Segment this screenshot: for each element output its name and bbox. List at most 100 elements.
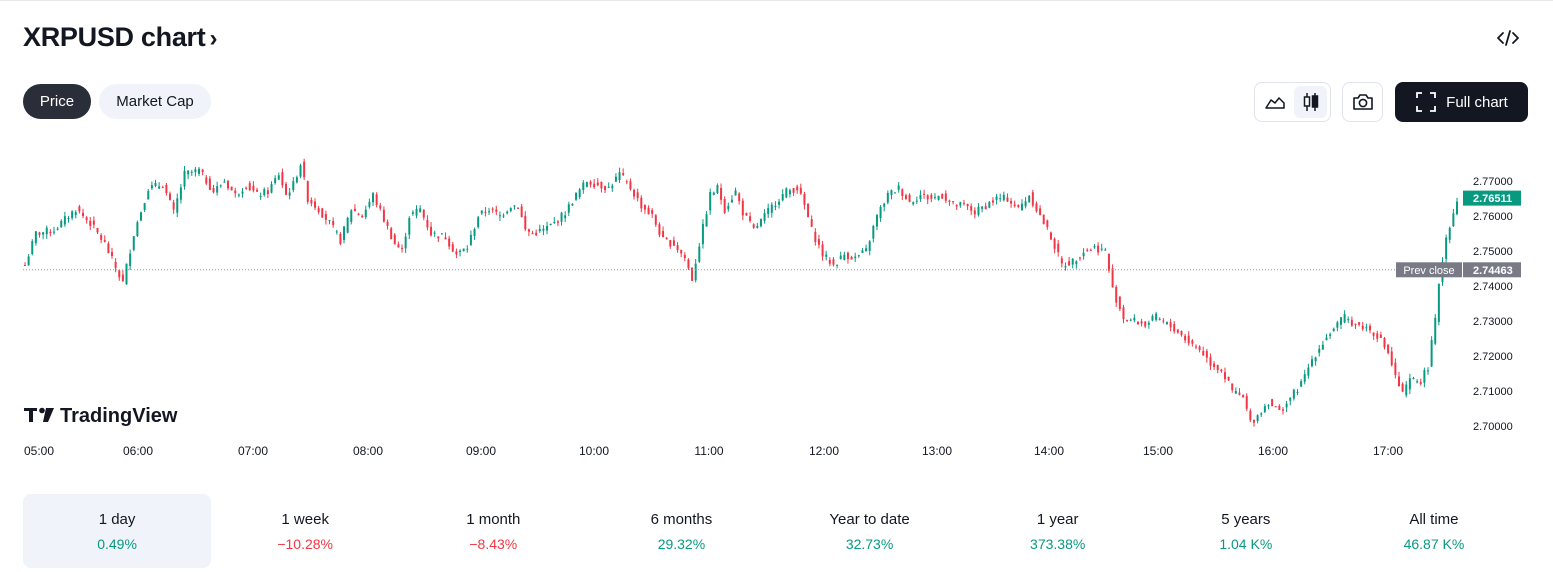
- tab-price[interactable]: Price: [23, 84, 91, 119]
- timeframe-1-day[interactable]: 1 day 0.49%: [23, 494, 212, 568]
- candle: [169, 191, 172, 201]
- candle: [1118, 296, 1121, 312]
- candle: [999, 193, 1002, 202]
- embed-code-button[interactable]: [1494, 26, 1522, 50]
- candle: [63, 211, 66, 227]
- candle: [281, 168, 284, 188]
- candle: [1187, 331, 1190, 346]
- chart-title-link[interactable]: XRPUSD chart ›: [23, 22, 217, 53]
- timeframe-1-week[interactable]: 1 week −10.28%: [211, 494, 399, 568]
- candle: [317, 205, 320, 215]
- tab-market-cap[interactable]: Market Cap: [99, 84, 211, 119]
- candle: [633, 188, 636, 200]
- timeframe-label: 1 year: [1036, 510, 1079, 528]
- candle: [469, 230, 472, 247]
- candle: [1180, 330, 1183, 337]
- y-tick-label: 2.74000: [1473, 281, 1513, 293]
- candle: [1426, 367, 1429, 375]
- candle: [549, 223, 552, 226]
- candle: [1126, 319, 1129, 322]
- candle: [1456, 197, 1458, 216]
- x-tick-label: 08:00: [353, 444, 383, 458]
- candle: [1162, 318, 1165, 324]
- candle: [1289, 397, 1292, 406]
- y-tick-label: 2.70000: [1473, 421, 1513, 433]
- candle: [933, 193, 936, 200]
- candle: [894, 192, 897, 194]
- candle: [604, 185, 607, 193]
- candle: [24, 262, 26, 266]
- candle: [694, 259, 697, 283]
- candle: [306, 180, 309, 205]
- candle: [1383, 336, 1386, 350]
- candle: [1314, 356, 1317, 366]
- candle: [310, 197, 313, 207]
- tradingview-watermark[interactable]: TradingView: [24, 405, 178, 427]
- candle: [1358, 322, 1361, 327]
- candle: [1437, 283, 1440, 326]
- candle: [1263, 403, 1266, 414]
- area-chart-button[interactable]: [1258, 86, 1291, 118]
- candle: [723, 196, 726, 215]
- candle: [498, 211, 501, 222]
- candle: [125, 263, 128, 285]
- candle: [1310, 355, 1313, 368]
- timeframe-6-months[interactable]: 6 months 29.32%: [587, 494, 775, 568]
- chart-type-toggle: [1254, 82, 1331, 122]
- candle: [1020, 199, 1023, 211]
- candle: [38, 231, 41, 238]
- timeframe-1-year[interactable]: 1 year 373.38%: [964, 494, 1152, 568]
- candle: [1252, 419, 1255, 427]
- candle: [705, 210, 708, 227]
- candle: [698, 242, 701, 263]
- y-tick-label: 2.71000: [1473, 386, 1513, 398]
- candle: [886, 190, 889, 205]
- candle: [1046, 219, 1049, 230]
- candle: [817, 234, 820, 249]
- candle: [1053, 237, 1056, 254]
- candle: [513, 205, 516, 210]
- candle: [571, 203, 574, 207]
- candle: [440, 233, 443, 235]
- candle: [546, 221, 549, 235]
- snapshot-button[interactable]: [1342, 82, 1383, 122]
- candle: [419, 205, 422, 213]
- candle: [165, 182, 168, 196]
- candle: [883, 202, 886, 212]
- price-chart[interactable]: 2.77000 2.76000 2.75000 2.74000 2.73000 2.720…: [0, 130, 1553, 470]
- candlestick-chart-button[interactable]: [1294, 86, 1327, 118]
- candle: [799, 183, 802, 195]
- candle: [1397, 371, 1400, 387]
- candle: [107, 241, 110, 254]
- candle: [82, 208, 85, 219]
- timeframe-all-time[interactable]: All time 46.87 K%: [1340, 494, 1528, 568]
- candle: [1379, 331, 1382, 339]
- candle: [875, 214, 878, 231]
- candle: [662, 226, 665, 238]
- candle: [506, 210, 509, 215]
- candle: [1227, 376, 1230, 381]
- tradingview-wordmark: TradingView: [60, 405, 178, 427]
- candle: [520, 203, 523, 218]
- candle: [923, 189, 926, 199]
- timeframe-1-month[interactable]: 1 month −8.43%: [399, 494, 587, 568]
- candle: [600, 181, 603, 193]
- candle: [114, 257, 117, 273]
- timeframe-5-years[interactable]: 5 years 1.04 K%: [1152, 494, 1340, 568]
- candle: [1013, 200, 1016, 208]
- candle: [930, 193, 933, 203]
- candle: [299, 163, 302, 179]
- full-chart-button[interactable]: Full chart: [1395, 82, 1528, 122]
- candle: [861, 248, 864, 254]
- candle: [1068, 257, 1071, 266]
- full-chart-label: Full chart: [1446, 93, 1508, 111]
- candle: [796, 184, 799, 194]
- timeframe-year-to-date[interactable]: Year to date 32.73%: [776, 494, 964, 568]
- candle: [759, 218, 762, 228]
- candle: [190, 169, 193, 176]
- top-divider: [0, 0, 1553, 3]
- candle: [709, 188, 712, 215]
- timeframe-label: 5 years: [1221, 510, 1271, 528]
- candle: [1412, 376, 1415, 380]
- x-tick-label: 11:00: [694, 444, 723, 458]
